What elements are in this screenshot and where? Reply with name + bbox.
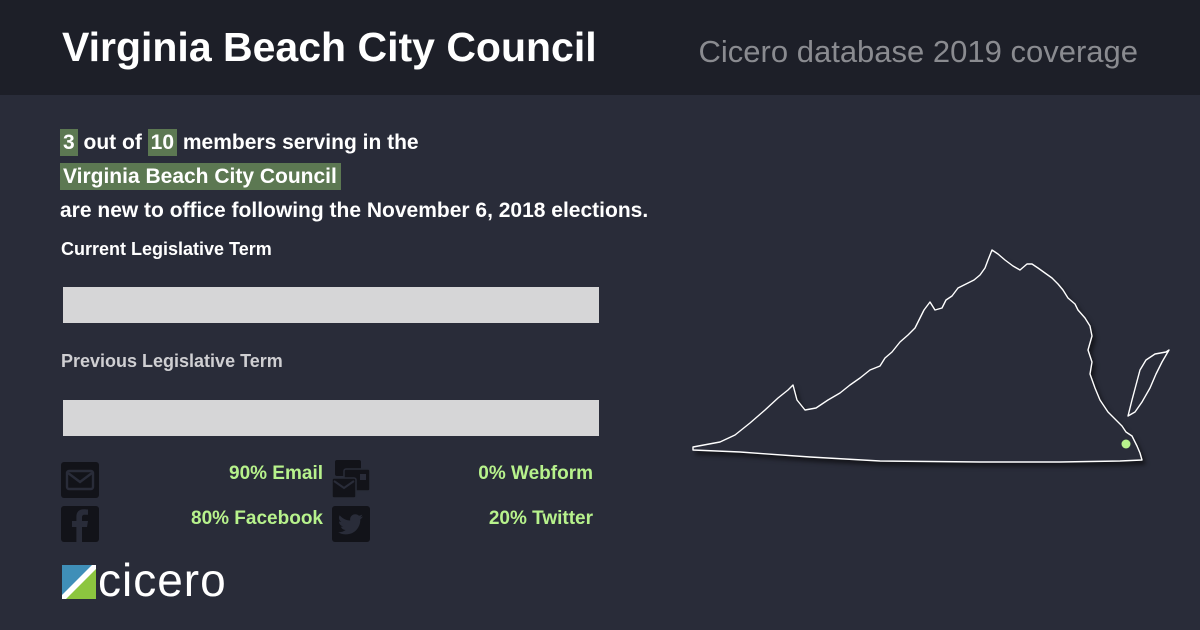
- eastern-shore-outline: [1127, 349, 1170, 417]
- facebook-icon: [61, 506, 99, 542]
- headline-serving-text: members serving in the: [177, 131, 419, 154]
- email-icon: [61, 462, 99, 498]
- previous-term-label: Previous Legislative Term: [61, 351, 283, 371]
- headline-line-1: 3 out of 10 members serving in the: [60, 126, 780, 160]
- headline-line-2: Virginia Beach City Council: [60, 160, 780, 194]
- twitter-icon: [332, 506, 370, 542]
- email-stat: 90% Email: [229, 463, 323, 484]
- virginia-state-map: [692, 249, 1170, 463]
- page-subtitle: Cicero database 2019 coverage: [698, 34, 1138, 69]
- cicero-logo: cicero: [60, 554, 270, 606]
- webform-stat: 0% Webform: [478, 463, 593, 484]
- headline-tail-text: are new to office following the November…: [60, 199, 649, 222]
- headline-out-of: out of: [77, 131, 148, 154]
- total-member-count: 10: [147, 129, 178, 156]
- new-member-count: 3: [60, 129, 78, 156]
- cicero-wordmark: cicero: [98, 554, 227, 606]
- headline: 3 out of 10 members serving in the Virgi…: [60, 126, 780, 228]
- virginia-outline: [692, 249, 1143, 463]
- webform-icon: [331, 460, 371, 499]
- headline-line-3: are new to office following the November…: [60, 194, 780, 228]
- current-term-bar: [63, 287, 599, 323]
- current-term-label: Current Legislative Term: [61, 239, 272, 259]
- facebook-stat: 80% Facebook: [191, 508, 323, 529]
- twitter-stat: 20% Twitter: [488, 508, 593, 529]
- previous-term-bar: [63, 400, 599, 436]
- header-bar: Virginia Beach City Council Cicero datab…: [0, 0, 1200, 95]
- page-title: Virginia Beach City Council: [62, 24, 597, 70]
- governing-body-name: Virginia Beach City Council: [60, 163, 341, 190]
- cicero-logo-mark: [62, 565, 96, 599]
- virginia-beach-marker: [1121, 439, 1131, 449]
